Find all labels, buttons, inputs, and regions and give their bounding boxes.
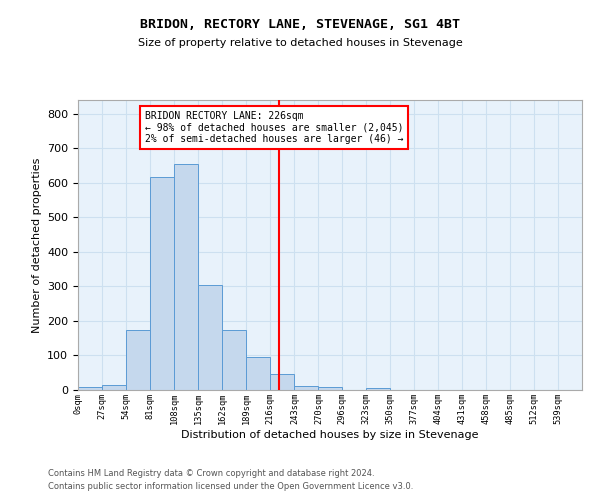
Bar xyxy=(78,387,102,390)
Text: BRIDON RECTORY LANE: 226sqm
← 98% of detached houses are smaller (2,045)
2% of s: BRIDON RECTORY LANE: 226sqm ← 98% of det… xyxy=(145,111,403,144)
Bar xyxy=(198,284,222,390)
Bar xyxy=(365,388,389,390)
Bar xyxy=(102,385,126,390)
Text: Contains HM Land Registry data © Crown copyright and database right 2024.: Contains HM Land Registry data © Crown c… xyxy=(48,468,374,477)
Bar xyxy=(319,386,341,390)
Text: BRIDON, RECTORY LANE, STEVENAGE, SG1 4BT: BRIDON, RECTORY LANE, STEVENAGE, SG1 4BT xyxy=(140,18,460,30)
Bar xyxy=(295,386,319,390)
Text: Contains public sector information licensed under the Open Government Licence v3: Contains public sector information licen… xyxy=(48,482,413,491)
Bar xyxy=(271,374,295,390)
Bar xyxy=(174,164,198,390)
Bar xyxy=(246,356,271,390)
Text: Size of property relative to detached houses in Stevenage: Size of property relative to detached ho… xyxy=(137,38,463,48)
Bar xyxy=(222,330,246,390)
X-axis label: Distribution of detached houses by size in Stevenage: Distribution of detached houses by size … xyxy=(181,430,479,440)
Y-axis label: Number of detached properties: Number of detached properties xyxy=(32,158,41,332)
Bar xyxy=(150,176,174,390)
Bar xyxy=(126,330,150,390)
